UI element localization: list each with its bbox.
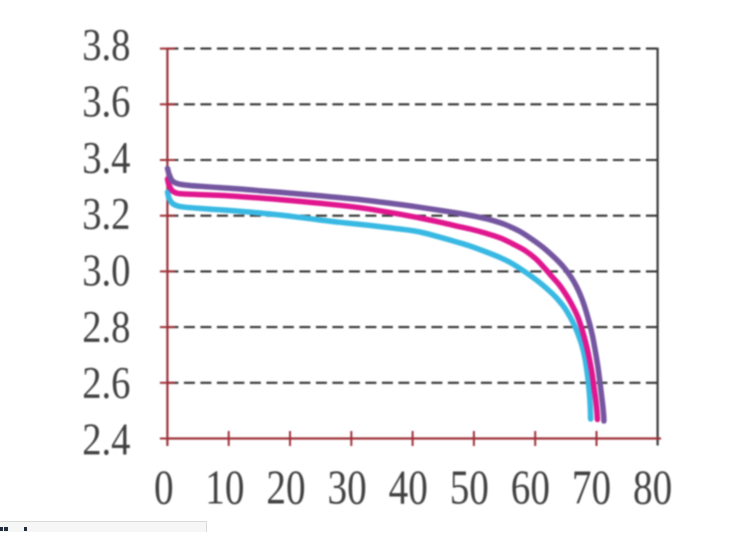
svg-text:50: 50	[450, 459, 489, 514]
svg-text:3.8: 3.8	[82, 20, 130, 71]
svg-text:3.4: 3.4	[82, 133, 130, 184]
svg-text:2.4: 2.4	[82, 415, 130, 466]
svg-text:3.6: 3.6	[82, 76, 130, 127]
svg-text:30: 30	[328, 459, 367, 514]
svg-text:70: 70	[572, 459, 611, 514]
svg-text:80: 80	[633, 459, 672, 514]
svg-text:2.6: 2.6	[82, 358, 130, 409]
svg-text:20: 20	[266, 459, 305, 514]
svg-text:0: 0	[154, 459, 174, 514]
svg-text:60: 60	[511, 459, 550, 514]
svg-text:40: 40	[389, 459, 428, 514]
svg-text:3.0: 3.0	[82, 245, 130, 296]
svg-text:2.8: 2.8	[82, 302, 130, 353]
svg-text:10: 10	[205, 459, 244, 514]
svg-text:3.2: 3.2	[82, 189, 130, 240]
